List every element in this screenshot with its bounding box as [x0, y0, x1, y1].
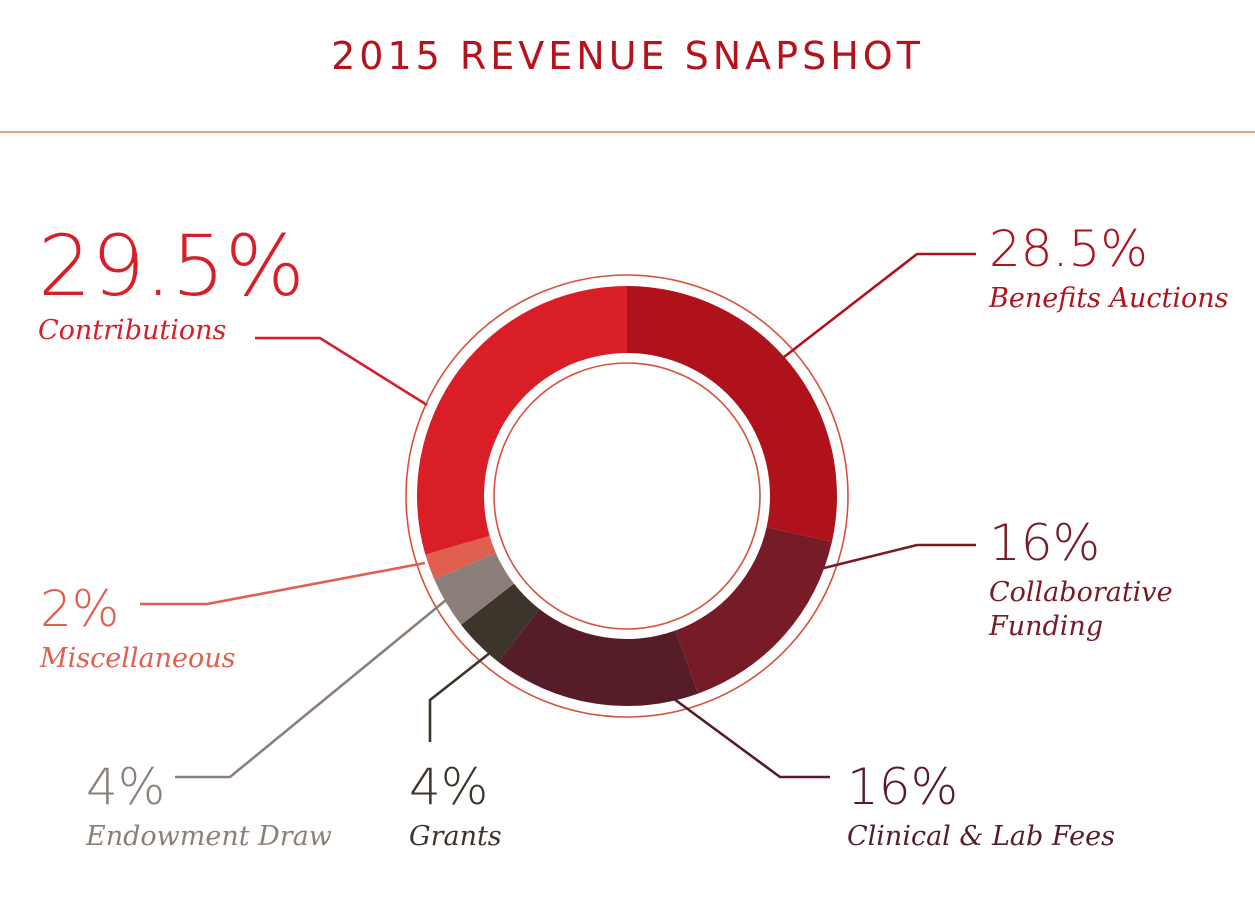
label-endowment-draw: 4% Endowment Draw: [86, 762, 332, 854]
slice-contributions: [416, 286, 627, 555]
leader-contributions: [255, 336, 428, 407]
title-divider: [0, 131, 1255, 133]
slice-grants: [461, 583, 540, 662]
grants-pct: 4%: [409, 758, 489, 816]
label-miscellaneous: 2% Miscellaneous: [40, 584, 235, 676]
slice-clinical-lab-fees: [498, 608, 699, 706]
slice-miscellaneous: [425, 535, 496, 580]
slice-endowment-draw: [434, 552, 515, 625]
outer-ring-outline: [405, 274, 849, 718]
slice-collaborative-funding: [675, 527, 832, 694]
leader-grants: [428, 643, 501, 742]
label-collaborative-funding: 16% Collaborative Funding: [989, 518, 1173, 644]
grants-name: Grants: [409, 821, 502, 852]
clinical-name: Clinical & Lab Fees: [847, 821, 1115, 852]
chart-title: 2015 REVENUE SNAPSHOT: [331, 34, 924, 78]
misc-pct: 2%: [40, 580, 120, 638]
misc-name: Miscellaneous: [40, 643, 236, 674]
leader-miscellaneous: [140, 561, 426, 606]
leader-clinical-lab-fees: [669, 694, 830, 779]
leader-benefits-auctions: [783, 252, 976, 359]
endowment-pct: 4%: [86, 758, 166, 816]
leader-endowment-draw: [175, 598, 447, 779]
contributions-name: Contributions: [38, 315, 227, 346]
contributions-pct: 29.5%: [38, 217, 305, 315]
label-clinical-lab-fees: 16% Clinical & Lab Fees: [847, 762, 1115, 854]
endowment-name: Endowment Draw: [86, 821, 332, 852]
collab-name-line2: Funding: [989, 611, 1104, 642]
benefits-pct: 28.5%: [989, 220, 1148, 278]
benefits-name: Benefits Auctions: [989, 283, 1229, 314]
clinical-pct: 16%: [847, 758, 959, 816]
inner-ring-outline: [493, 362, 761, 630]
collab-pct: 16%: [989, 514, 1101, 572]
label-benefits-auctions: 28.5% Benefits Auctions: [989, 224, 1228, 316]
label-grants: 4% Grants: [409, 762, 502, 854]
collab-name-line1: Collaborative: [989, 577, 1173, 608]
leader-collaborative-funding: [819, 543, 976, 571]
slice-benefits-auctions: [627, 286, 837, 542]
label-contributions: 29.5% Contributions: [38, 224, 305, 348]
